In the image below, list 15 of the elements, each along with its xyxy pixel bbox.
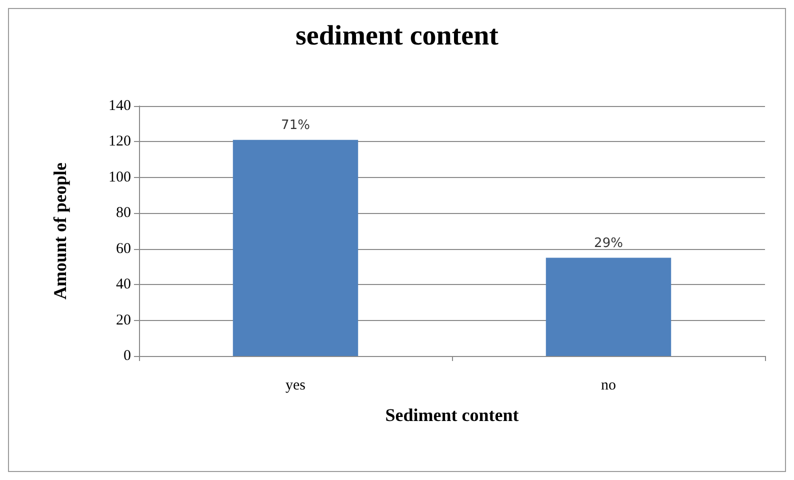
y-tick-label: 20 [116,312,131,328]
annotation: 29% [594,236,623,251]
annotation: 71% [281,118,310,133]
chart-title: sediment content [296,20,500,52]
x-tick-label: no [601,378,616,394]
x-axis-title: Sediment content [385,405,519,425]
y-tick-label: 100 [108,169,131,186]
y-tick-label: 120 [108,134,131,150]
y-tick-label: 60 [116,240,131,257]
y-tick-label: 40 [116,276,131,293]
x-tick-label: yes [286,378,306,394]
y-tick-label: 140 [108,98,131,114]
y-axis-title: Amount of people [50,162,70,300]
y-tick-label: 80 [116,205,131,222]
y-tick-label: 0 [124,348,131,364]
